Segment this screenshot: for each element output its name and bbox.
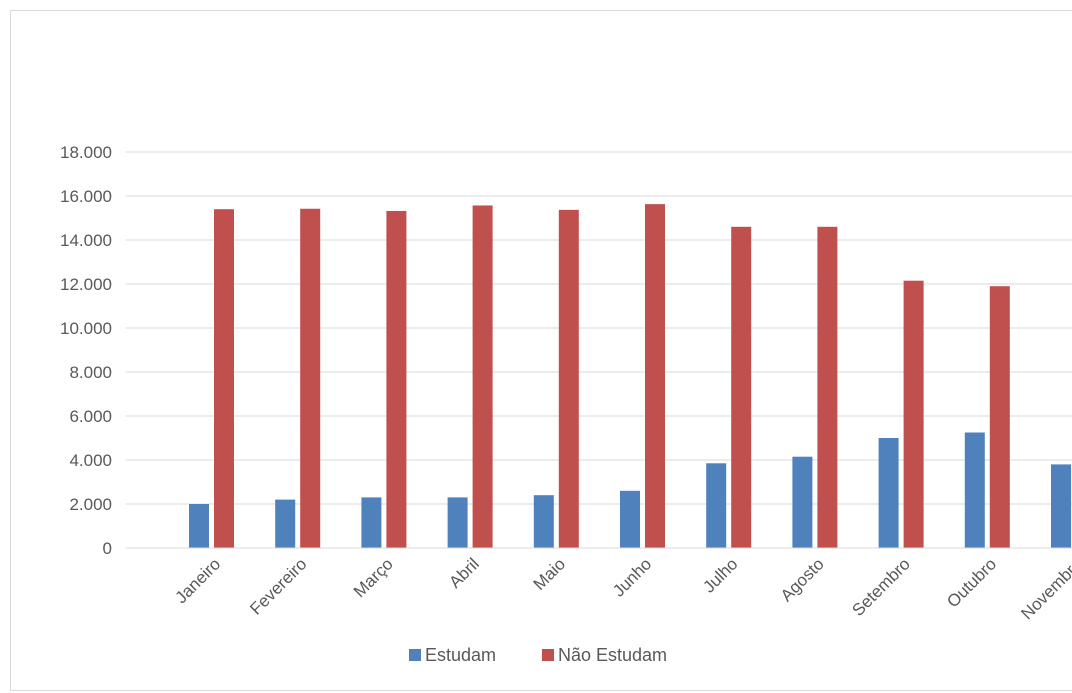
bars xyxy=(189,204,1071,549)
bar-nao-estudam-0 xyxy=(214,209,234,548)
y-axis: 0 2.000 4.000 6.000 8.000 10.000 12.000 14.000 1… xyxy=(60,143,112,558)
bar-estudam-4 xyxy=(533,495,554,548)
bar-nao-estudam-3 xyxy=(472,205,493,548)
y-tick-label: 10.000 xyxy=(60,319,112,338)
x-tick-label: Agosto xyxy=(777,554,828,605)
bar-estudam-1 xyxy=(275,499,296,548)
y-tick-label: 12.000 xyxy=(60,275,112,294)
y-tick-label: 0 xyxy=(103,539,112,558)
y-tick-label: 14.000 xyxy=(60,231,112,250)
bar-estudam-0 xyxy=(189,504,209,548)
y-tick-label: 4.000 xyxy=(69,451,112,470)
x-tick-label: Fevereiro xyxy=(246,554,310,618)
bar-estudam-9 xyxy=(964,432,985,548)
y-tick-label: 18.000 xyxy=(60,143,112,162)
bar-estudam-3 xyxy=(447,497,468,548)
bar-nao-estudam-4 xyxy=(558,209,579,549)
legend-label-nao-estudam: Não Estudam xyxy=(558,645,667,665)
legend-swatch-estudam xyxy=(409,649,421,661)
x-tick-label: Abril xyxy=(445,554,482,591)
y-tick-label: 8.000 xyxy=(69,363,112,382)
bar-nao-estudam-8 xyxy=(903,280,924,548)
x-tick-label: Junho xyxy=(609,554,655,600)
chart-area xyxy=(10,10,1072,691)
gridlines xyxy=(126,151,1072,549)
x-tick-label: Janeiro xyxy=(171,554,224,607)
x-tick-label: Março xyxy=(350,554,397,601)
bar-nao-estudam-9 xyxy=(989,286,1010,548)
legend-swatch-nao-estudam xyxy=(542,649,554,661)
bar-estudam-8 xyxy=(878,438,899,548)
x-tick-label: Outubro xyxy=(943,554,1000,611)
bar-estudam-10 xyxy=(1051,464,1071,548)
bar-nao-estudam-2 xyxy=(386,210,407,548)
bar-estudam-6 xyxy=(706,463,727,548)
x-axis: Janeiro Fevereiro Março Abril Maio Junho Julho… xyxy=(126,547,1072,623)
bar-nao-estudam-6 xyxy=(731,226,752,549)
x-tick-label: Maio xyxy=(530,554,569,593)
y-tick-label: 16.000 xyxy=(60,187,112,206)
bar-nao-estudam-5 xyxy=(645,204,665,548)
x-tick-label: Setembro xyxy=(848,554,914,620)
legend-label-estudam: Estudam xyxy=(425,645,496,665)
x-tick-label: Julho xyxy=(699,554,741,596)
bar-estudam-5 xyxy=(620,490,640,548)
bar-nao-estudam-1 xyxy=(300,208,321,548)
y-tick-label: 2.000 xyxy=(69,495,112,514)
y-tick-label: 6.000 xyxy=(69,407,112,426)
legend: Estudam Não Estudam xyxy=(409,645,667,665)
bar-estudam-2 xyxy=(361,497,382,548)
bar-estudam-7 xyxy=(792,456,813,548)
x-tick-label: Novembro xyxy=(1017,554,1072,623)
bar-nao-estudam-7 xyxy=(817,226,838,549)
